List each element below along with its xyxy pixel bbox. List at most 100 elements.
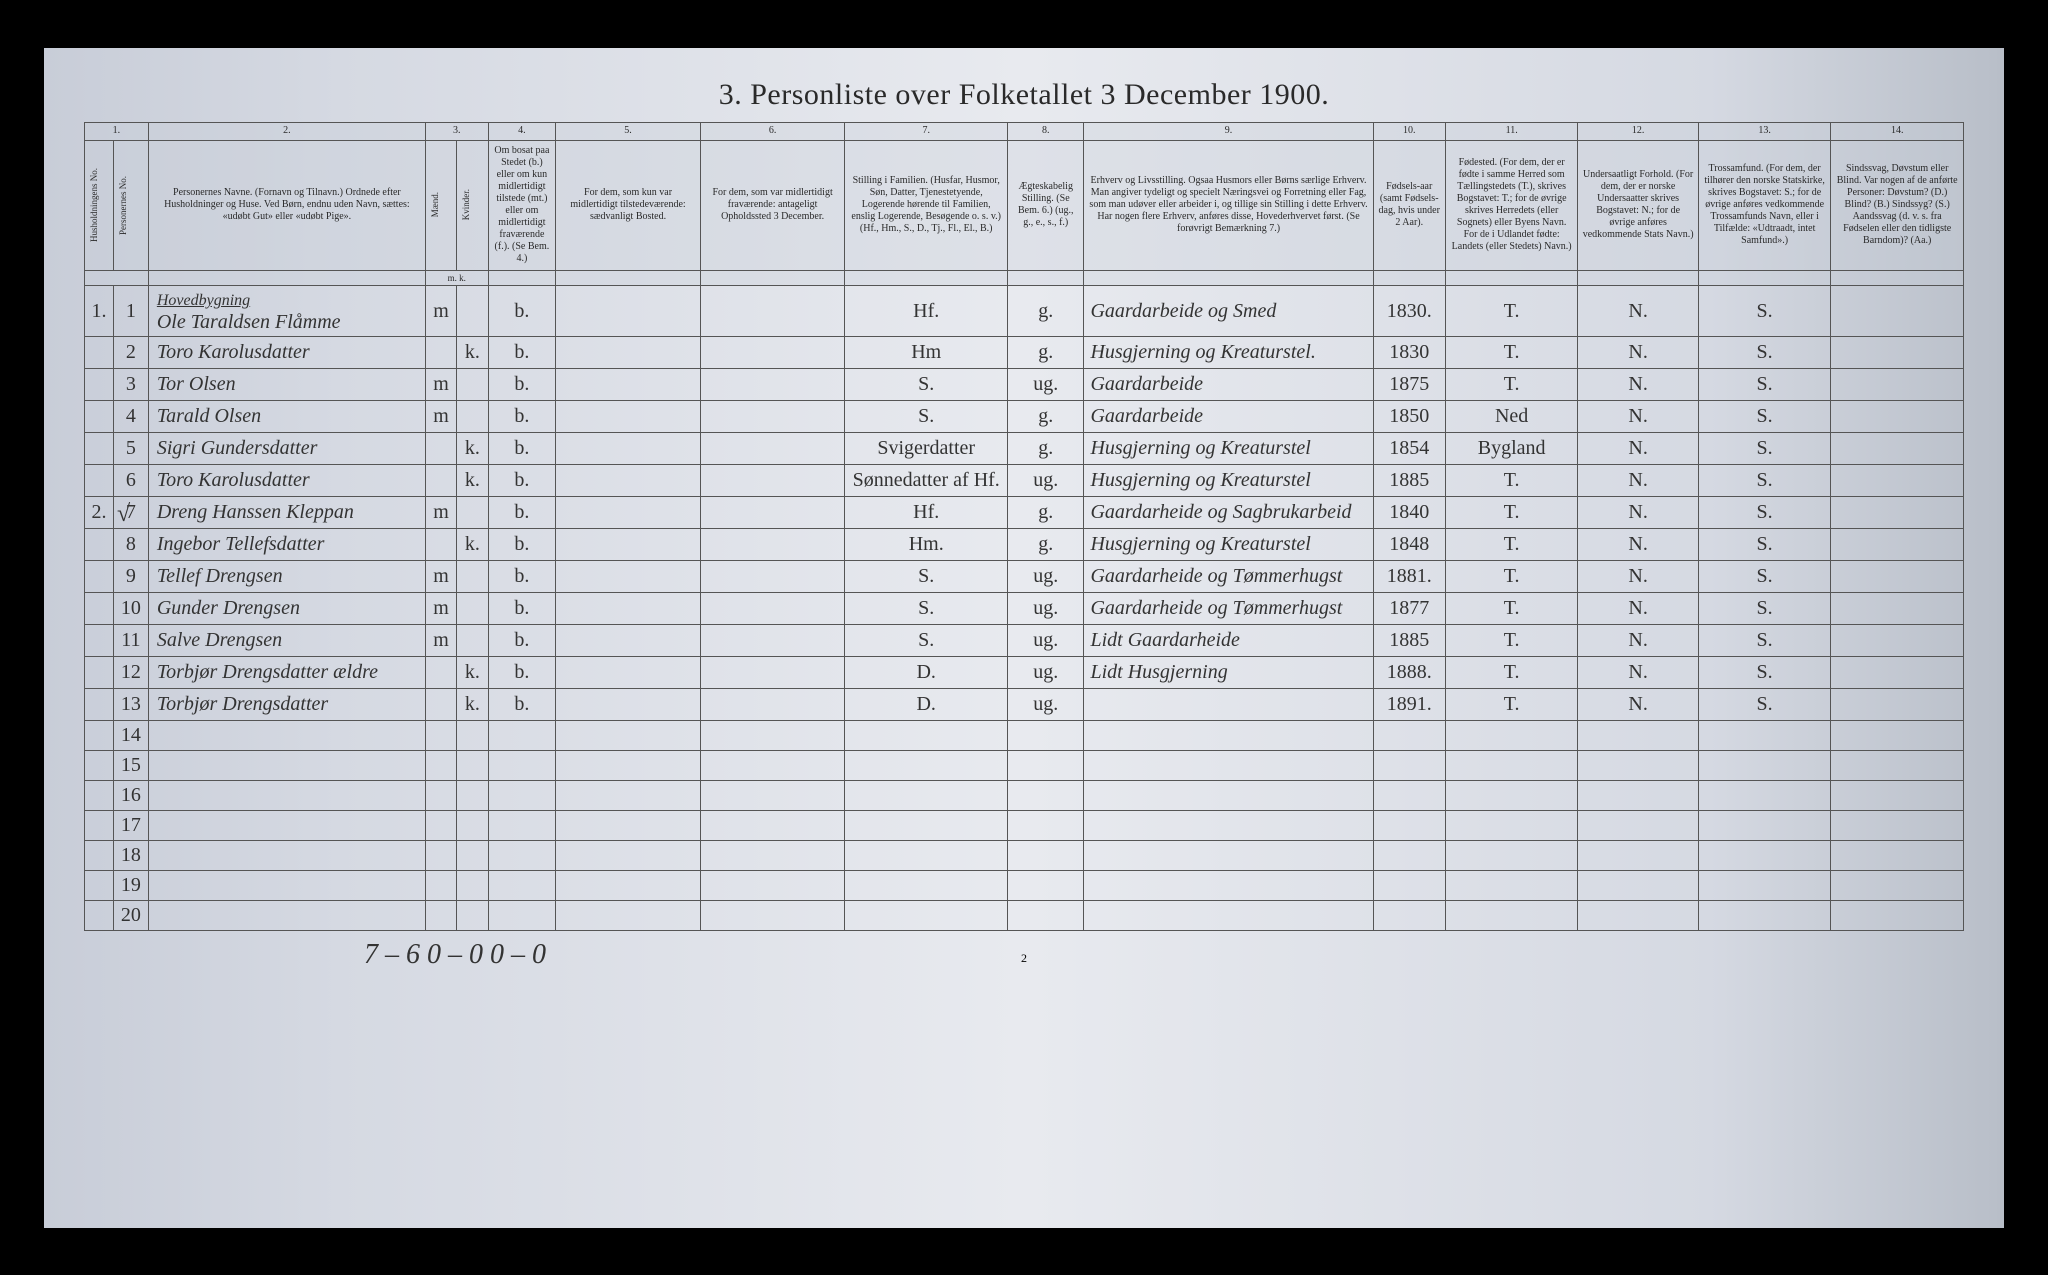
cell-hh xyxy=(85,529,114,561)
table-row: 4 Tarald Olsen m b. S. g. Gaardarbeide 1… xyxy=(85,401,1964,433)
cell-k xyxy=(457,593,488,625)
cell-k xyxy=(457,286,488,337)
table-row-empty: 14 xyxy=(85,721,1964,751)
cell-hh xyxy=(85,657,114,689)
cell-b: b. xyxy=(488,465,556,497)
table-row-empty: 18 xyxy=(85,841,1964,871)
cell-c11: T. xyxy=(1445,689,1578,721)
cell-m: m xyxy=(425,401,456,433)
colnum-12: 12. xyxy=(1578,122,1698,140)
hdr-c12: Undersaatligt Forhold. (For dem, der er … xyxy=(1578,140,1698,270)
hdr-c9: Erhverv og Livsstilling. Ogsaa Husmors e… xyxy=(1084,140,1373,270)
hdr-c7: Stilling i Familien. (Husfar, Husmor, Sø… xyxy=(845,140,1008,270)
cell-c5 xyxy=(556,465,701,497)
cell-c5 xyxy=(556,497,701,529)
cell-c14 xyxy=(1831,286,1964,337)
table-row-empty: 15 xyxy=(85,751,1964,781)
cell-m xyxy=(425,529,456,561)
table-row: 8 Ingebor Tellefsdatter k. b. Hm. g. Hus… xyxy=(85,529,1964,561)
cell-c6 xyxy=(700,337,845,369)
cell-c10: 1848 xyxy=(1373,529,1445,561)
colnum-1: 1. xyxy=(85,122,149,140)
hdr-person-no: Personernes No. xyxy=(118,176,129,235)
cell-c5 xyxy=(556,657,701,689)
table-row-empty: 17 xyxy=(85,811,1964,841)
cell-b: b. xyxy=(488,529,556,561)
cell-k xyxy=(457,401,488,433)
cell-c12: N. xyxy=(1578,401,1698,433)
table-row: 6 Toro Karolusdatter k. b. Sønnedatter a… xyxy=(85,465,1964,497)
cell-c7: S. xyxy=(845,561,1008,593)
cell-c13: S. xyxy=(1698,529,1831,561)
cell-m xyxy=(425,465,456,497)
cell-name: Ingebor Tellefsdatter xyxy=(148,529,425,561)
cell-c9: Husgjerning og Kreaturstel xyxy=(1084,433,1373,465)
cell-hh xyxy=(85,625,114,657)
hdr-kjon-m: Mænd. xyxy=(430,192,441,217)
hdr-bosat: Om bosat paa Stedet (b.) eller om kun mi… xyxy=(488,140,556,270)
hdr-husholdning-no: Husholdningens No. xyxy=(89,168,100,242)
cell-c9: Husgjerning og Kreaturstel xyxy=(1084,529,1373,561)
hdr-kjon-k: Kvinder. xyxy=(461,189,472,220)
cell-c14 xyxy=(1831,433,1964,465)
cell-c12: N. xyxy=(1578,625,1698,657)
cell-c12: N. xyxy=(1578,561,1698,593)
cell-c14 xyxy=(1831,401,1964,433)
cell-no: 16 xyxy=(113,781,148,811)
cell-c6 xyxy=(700,689,845,721)
cell-no: 12 xyxy=(113,657,148,689)
cell-hh xyxy=(85,369,114,401)
table-row: 11 Salve Drengsen m b. S. ug. Lidt Gaard… xyxy=(85,625,1964,657)
cell-c13: S. xyxy=(1698,657,1831,689)
cell-k: k. xyxy=(457,433,488,465)
cell-c14 xyxy=(1831,529,1964,561)
colnum-5: 5. xyxy=(556,122,701,140)
cell-b: b. xyxy=(488,497,556,529)
cell-c7: D. xyxy=(845,657,1008,689)
cell-c8: g. xyxy=(1008,529,1084,561)
cell-c11: T. xyxy=(1445,625,1578,657)
cell-c11: T. xyxy=(1445,497,1578,529)
cell-hh xyxy=(85,689,114,721)
cell-c10: 1850 xyxy=(1373,401,1445,433)
hdr-c5: For dem, som kun var midlertidigt tilste… xyxy=(556,140,701,270)
cell-b: b. xyxy=(488,593,556,625)
cell-name: Toro Karolusdatter xyxy=(148,465,425,497)
cell-c6 xyxy=(700,369,845,401)
cell-c11: Bygland xyxy=(1445,433,1578,465)
cell-c8: ug. xyxy=(1008,593,1084,625)
cell-c11: T. xyxy=(1445,657,1578,689)
cell-c7: Hf. xyxy=(845,286,1008,337)
cell-name: Sigri Gundersdatter xyxy=(148,433,425,465)
cell-c5 xyxy=(556,689,701,721)
cell-c8: ug. xyxy=(1008,465,1084,497)
cell-c9: Gaardarbeide xyxy=(1084,369,1373,401)
colnum-3: 3. xyxy=(425,122,488,140)
cell-c5 xyxy=(556,401,701,433)
cell-c8: g. xyxy=(1008,497,1084,529)
cell-c6 xyxy=(700,401,845,433)
cell-c10: 1885 xyxy=(1373,625,1445,657)
colnum-9: 9. xyxy=(1084,122,1373,140)
cell-c10: 1885 xyxy=(1373,465,1445,497)
cell-c12: N. xyxy=(1578,337,1698,369)
cell-c8: ug. xyxy=(1008,657,1084,689)
cell-no: 17 xyxy=(113,811,148,841)
hdr-c11: Fødested. (For dem, der er fødte i samme… xyxy=(1445,140,1578,270)
colnum-6: 6. xyxy=(700,122,845,140)
cell-c13: S. xyxy=(1698,369,1831,401)
cell-no: 1 xyxy=(113,286,148,337)
cell-no: 4 xyxy=(113,401,148,433)
cell-c14 xyxy=(1831,497,1964,529)
cell-c13: S. xyxy=(1698,689,1831,721)
cell-m: m xyxy=(425,625,456,657)
cell-m: m xyxy=(425,369,456,401)
cell-name: Torbjør Drengsdatter ældre xyxy=(148,657,425,689)
cell-m xyxy=(425,657,456,689)
cell-c13: S. xyxy=(1698,625,1831,657)
hdr-name: Personernes Navne. (Fornavn og Tilnavn.)… xyxy=(148,140,425,270)
cell-hh xyxy=(85,561,114,593)
cell-c12: N. xyxy=(1578,529,1698,561)
cell-c13: S. xyxy=(1698,465,1831,497)
cell-c13: S. xyxy=(1698,593,1831,625)
